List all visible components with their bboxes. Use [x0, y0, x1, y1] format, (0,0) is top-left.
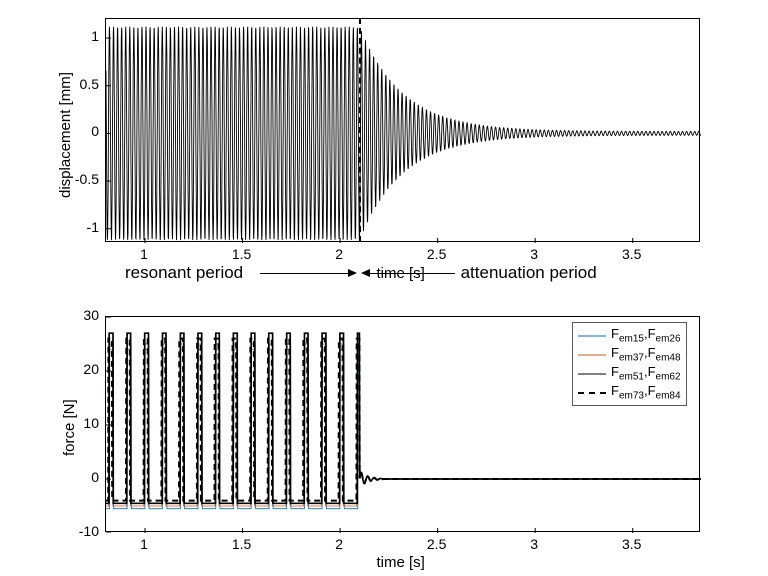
force-legend: Fem15,Fem26Fem37,Fem48Fem51,Fem62Fem73,F… [572, 322, 687, 406]
resonant-period-label: resonant period [125, 263, 243, 283]
legend-item: Fem73,Fem84 [578, 383, 681, 402]
legend-item: Fem51,Fem62 [578, 364, 681, 383]
xtick-label: 1.5 [227, 536, 257, 552]
xtick-label: 2.5 [422, 246, 452, 262]
attenuation-arrow-head [361, 269, 370, 277]
legend-label: Fem15,Fem26 [611, 326, 681, 345]
xtick-label: 1.5 [227, 246, 257, 262]
xtick-label: 3.5 [617, 536, 647, 552]
ytick-label: 20 [61, 361, 99, 377]
legend-swatch [578, 348, 606, 362]
ytick-label: 0 [61, 123, 99, 139]
attenuation-arrow-line [370, 273, 455, 274]
xtick-label: 2 [324, 536, 354, 552]
xtick-label: 1 [129, 246, 159, 262]
displacement-plot [105, 18, 700, 242]
resonant-arrow-head [348, 269, 357, 277]
xtick-label: 3.5 [617, 246, 647, 262]
force-xlabel: time [s] [377, 554, 425, 571]
ytick-label: 0.5 [61, 76, 99, 92]
legend-label: Fem73,Fem84 [611, 383, 681, 402]
divider-top [359, 18, 361, 242]
legend-item: Fem37,Fem48 [578, 345, 681, 364]
xtick-label: 2 [324, 246, 354, 262]
xtick-label: 1 [129, 536, 159, 552]
figure-area: displacement [mm] time [s] 11.522.533.5 … [40, 12, 728, 564]
xtick-label: 3 [519, 536, 549, 552]
legend-label: Fem51,Fem62 [611, 364, 681, 383]
ytick-label: 0 [61, 469, 99, 485]
ytick-label: -10 [61, 523, 99, 539]
displacement-svg [106, 19, 701, 243]
resonant-arrow-line [260, 273, 349, 274]
ytick-label: 1 [61, 28, 99, 44]
ytick-label: 30 [61, 307, 99, 323]
legend-swatch [578, 367, 606, 381]
ytick-label: -1 [61, 219, 99, 235]
ytick-label: 10 [61, 415, 99, 431]
ytick-label: -0.5 [61, 171, 99, 187]
legend-item: Fem15,Fem26 [578, 326, 681, 345]
xtick-label: 3 [519, 246, 549, 262]
legend-swatch [578, 329, 606, 343]
legend-label: Fem37,Fem48 [611, 345, 681, 364]
xtick-label: 2.5 [422, 536, 452, 552]
attenuation-period-label: attenuation period [461, 263, 597, 283]
legend-swatch [578, 386, 606, 400]
